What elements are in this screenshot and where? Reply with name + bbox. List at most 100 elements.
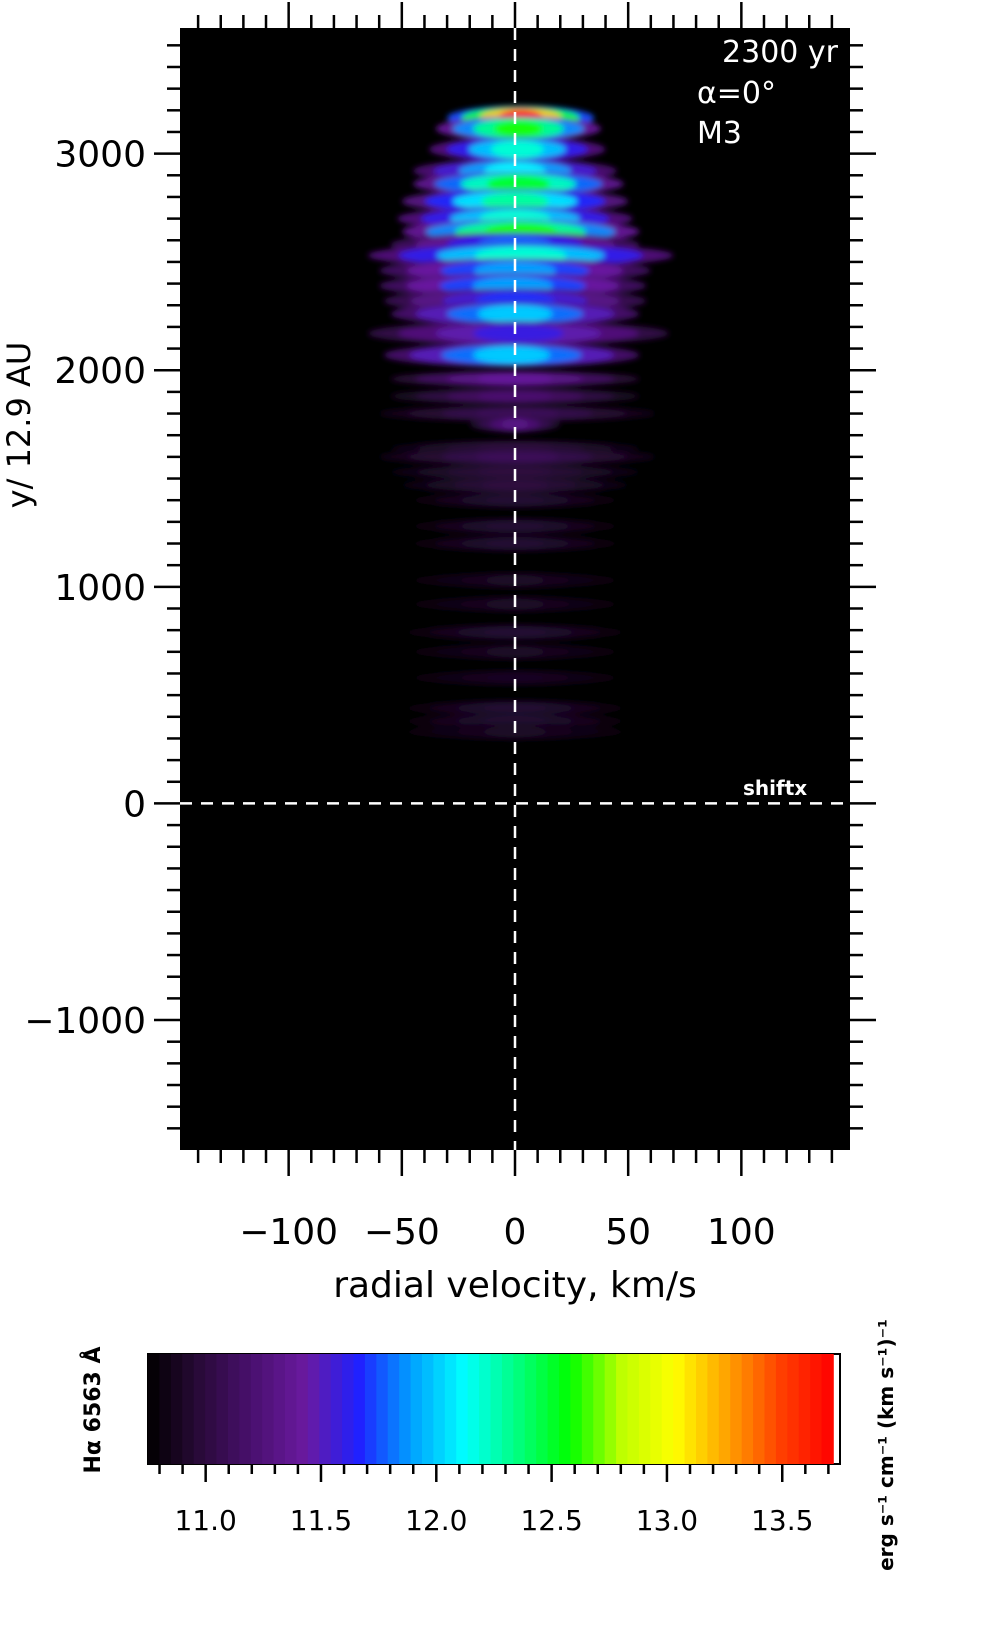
colorbar-cell bbox=[399, 1354, 412, 1464]
emission-knot-16-3 bbox=[477, 373, 553, 385]
x-tick-labels: −100 −50 0 50 100 bbox=[239, 1212, 776, 1253]
colorbar-tick-label: 12.5 bbox=[520, 1504, 582, 1537]
colorbar-cell bbox=[159, 1354, 172, 1464]
colorbar-cell bbox=[559, 1354, 572, 1464]
colorbar-cell bbox=[741, 1354, 754, 1464]
colorbar-label: Hα 6563 Å bbox=[80, 1346, 106, 1473]
emission-knot-25-3 bbox=[484, 520, 546, 532]
x-tick-label: 0 bbox=[504, 1212, 527, 1253]
colorbar-cell bbox=[730, 1354, 743, 1464]
colorbar-cell bbox=[433, 1354, 446, 1464]
colorbar-cell bbox=[467, 1354, 480, 1464]
x-tick-label: −100 bbox=[239, 1212, 338, 1253]
y-tick-label: 2000 bbox=[54, 351, 146, 392]
emission-knot-14-3 bbox=[473, 324, 564, 343]
colorbar-cell bbox=[444, 1354, 458, 1464]
colorbar-cell bbox=[193, 1354, 206, 1464]
shift-annotation: shiftx bbox=[743, 776, 807, 800]
colorbar-gradient bbox=[148, 1354, 834, 1464]
colorbar-cell bbox=[490, 1354, 503, 1464]
emission-knot-18-3 bbox=[475, 407, 559, 420]
emission-knot-15-3 bbox=[473, 346, 550, 364]
colorbar-cell bbox=[707, 1354, 720, 1464]
emission-knot-21-3 bbox=[475, 451, 559, 463]
emission-knot-13-3 bbox=[477, 305, 553, 323]
colorbar-tick-label: 13.0 bbox=[636, 1504, 698, 1537]
emission-knot-4-3 bbox=[486, 175, 550, 193]
colorbar-cell bbox=[821, 1354, 834, 1464]
colorbar-cell bbox=[364, 1354, 378, 1464]
colorbar-cell bbox=[239, 1354, 252, 1464]
colorbar-cell bbox=[638, 1354, 652, 1464]
colorbar-cell bbox=[250, 1354, 263, 1464]
x-tick-label: 50 bbox=[605, 1212, 651, 1253]
colorbar-cell bbox=[227, 1354, 241, 1464]
colorbar-cell bbox=[616, 1354, 629, 1464]
colorbar-tick-label: 13.5 bbox=[751, 1504, 813, 1537]
y-tick-label: 3000 bbox=[54, 135, 146, 176]
colorbar-cell bbox=[581, 1354, 595, 1464]
colorbar-cell bbox=[787, 1354, 800, 1464]
colorbar-cell bbox=[798, 1354, 811, 1464]
colorbar-ticks: 11.0 11.5 12.0 12.5 13.0 13.5 bbox=[158, 1464, 830, 1537]
angle-annotation: α=0° bbox=[697, 76, 776, 111]
colorbar-cell bbox=[330, 1354, 343, 1464]
y-tick-labels: 3000 2000 1000 0 −1000 bbox=[24, 135, 146, 1042]
colorbar-cell bbox=[513, 1354, 526, 1464]
colorbar-cell bbox=[524, 1354, 537, 1464]
colorbar-cell bbox=[764, 1354, 777, 1464]
colorbar-cell bbox=[456, 1354, 469, 1464]
colorbar-cell bbox=[342, 1354, 355, 1464]
colorbar-cell bbox=[319, 1354, 332, 1464]
colorbar-cell bbox=[661, 1354, 674, 1464]
colorbar-cell bbox=[296, 1354, 309, 1464]
emission-knot-31-3 bbox=[484, 672, 546, 684]
colorbar-cell bbox=[273, 1354, 286, 1464]
colorbar-tick-label: 11.0 bbox=[174, 1504, 236, 1537]
colorbar-cell bbox=[775, 1354, 789, 1464]
colorbar-cell bbox=[182, 1354, 195, 1464]
x-tick-label: 100 bbox=[707, 1212, 776, 1253]
colorbar-cell bbox=[148, 1354, 161, 1464]
colorbar-cell bbox=[627, 1354, 640, 1464]
axis-ticks bbox=[154, 2, 876, 1176]
colorbar-cell bbox=[547, 1354, 560, 1464]
emission-layer bbox=[367, 105, 674, 740]
colorbar-cell bbox=[673, 1354, 686, 1464]
colorbar-cell bbox=[604, 1354, 617, 1464]
colorbar-cell bbox=[285, 1354, 298, 1464]
x-axis-label: radial velocity, km/s bbox=[333, 1265, 697, 1306]
colorbar-cell bbox=[684, 1354, 697, 1464]
colorbar-cell bbox=[307, 1354, 321, 1464]
colorbar-cell bbox=[353, 1354, 366, 1464]
colorbar-cell bbox=[696, 1354, 709, 1464]
emission-knot-29-3 bbox=[482, 626, 548, 639]
colorbar-cell bbox=[536, 1354, 549, 1464]
emission-knot-30-3 bbox=[484, 646, 546, 658]
emission-knot-2-3 bbox=[490, 140, 544, 158]
colorbar-cell bbox=[501, 1354, 515, 1464]
colorbar-cell bbox=[753, 1354, 766, 1464]
time-annotation: 2300 yr bbox=[722, 35, 839, 70]
x-tick-label: −50 bbox=[364, 1212, 440, 1253]
colorbar-cell bbox=[387, 1354, 400, 1464]
colorbar-cell bbox=[650, 1354, 663, 1464]
colorbar-cell bbox=[170, 1354, 184, 1464]
colorbar-units: erg s⁻¹ cm⁻¹ (km s⁻¹)⁻¹ bbox=[874, 1319, 898, 1571]
y-tick-label: −1000 bbox=[24, 1001, 146, 1042]
emission-knot-19-3 bbox=[501, 418, 529, 431]
y-tick-label: 0 bbox=[123, 784, 146, 825]
emission-knot-23-3 bbox=[481, 479, 549, 491]
reference-lines bbox=[180, 28, 850, 1150]
colorbar-cell bbox=[410, 1354, 423, 1464]
colorbar-tick-label: 11.5 bbox=[290, 1504, 352, 1537]
colorbar-cell bbox=[422, 1354, 435, 1464]
model-annotation: M3 bbox=[697, 116, 742, 151]
y-axis-label: y/ 12.9 AU bbox=[0, 342, 38, 509]
colorbar-cell bbox=[376, 1354, 389, 1464]
colorbar-tick-label: 12.0 bbox=[405, 1504, 467, 1537]
colorbar-cell bbox=[205, 1354, 218, 1464]
colorbar-cell bbox=[479, 1354, 492, 1464]
colorbar-cell bbox=[593, 1354, 606, 1464]
